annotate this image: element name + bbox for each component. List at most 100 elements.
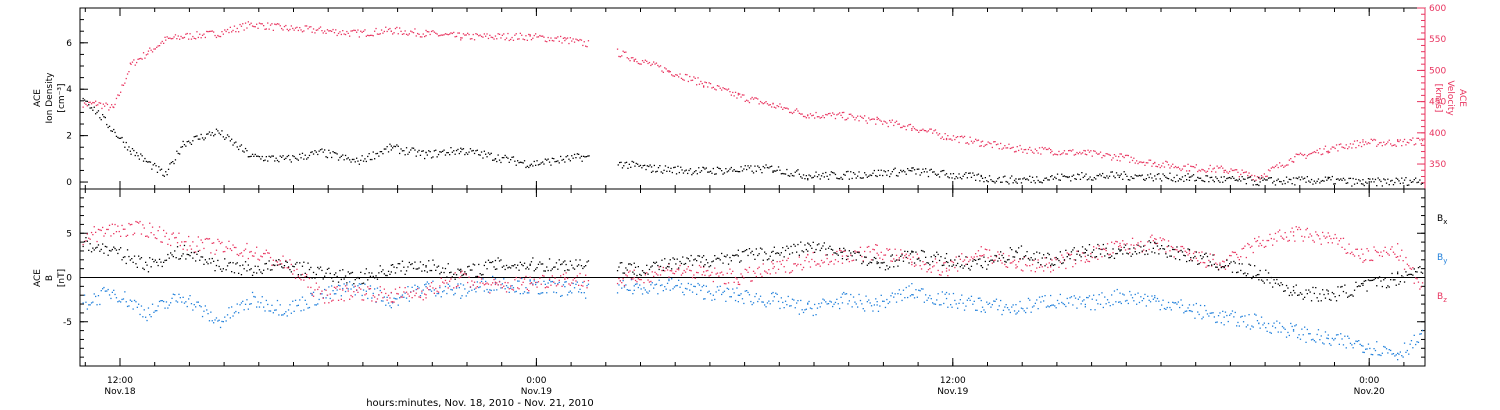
by-series-point	[1342, 344, 1345, 346]
density-series-point	[1077, 173, 1079, 175]
density-series-point	[719, 168, 721, 170]
density-series-point	[528, 166, 530, 169]
bx-series-point	[465, 273, 467, 275]
velocity-series-point	[387, 28, 390, 31]
by-series-point	[933, 303, 935, 305]
velocity-series-point	[1260, 175, 1263, 177]
bz-series-point	[686, 268, 688, 270]
by-series-point	[866, 301, 868, 303]
bx-series-point	[1181, 251, 1184, 253]
velocity-series-point	[112, 106, 114, 108]
bx-series-point	[690, 254, 692, 257]
velocity-series-point	[372, 35, 374, 37]
density-series-point	[317, 153, 319, 156]
density-series-point	[1360, 183, 1363, 185]
velocity-series-point	[461, 37, 463, 39]
bx-series-point	[225, 269, 227, 271]
bz-series-point	[287, 267, 290, 269]
velocity-series-point	[912, 126, 914, 128]
bx-series-point	[1041, 257, 1043, 259]
bx-series-point	[490, 261, 492, 264]
by-series-point	[331, 285, 333, 287]
bx-series-point	[429, 269, 431, 272]
density-series-point	[1363, 184, 1365, 187]
velocity-series-point	[1409, 139, 1411, 141]
density-series-point	[997, 178, 999, 180]
velocity-series-point	[1206, 170, 1209, 172]
top-left-tick-label: 2	[66, 132, 72, 142]
by-series-point	[1063, 303, 1066, 306]
bz-series-point	[1256, 240, 1259, 242]
density-series-point	[963, 173, 966, 175]
density-series-point	[811, 177, 813, 179]
bx-series-point	[945, 253, 948, 255]
density-series-point	[508, 161, 510, 163]
density-series-point	[923, 171, 925, 173]
bz-series-point	[815, 264, 817, 266]
density-series-point	[1107, 177, 1109, 179]
by-series-point	[936, 299, 938, 301]
by-series-point	[1112, 303, 1114, 306]
bx-series-point	[766, 259, 769, 261]
by-series-point	[110, 297, 112, 300]
bx-series-point	[879, 266, 881, 269]
density-series-point	[1141, 174, 1143, 176]
density-series-point	[543, 163, 545, 165]
bx-series-point	[356, 277, 358, 279]
bx-series-point	[467, 266, 469, 268]
by-series-point	[1405, 351, 1407, 353]
bz-series-point	[1259, 242, 1261, 245]
velocity-series-point	[850, 113, 852, 115]
density-series-point	[432, 156, 434, 158]
bz-series-point	[390, 301, 392, 303]
velocity-series-point	[1212, 168, 1214, 170]
bz-series-point	[232, 244, 234, 246]
bx-series-point	[551, 268, 553, 270]
bz-series-point	[1033, 259, 1035, 262]
bx-series-point	[478, 263, 480, 266]
bx-series-point	[257, 265, 259, 268]
bz-series-point	[1025, 264, 1027, 266]
bx-series-point	[1002, 257, 1005, 259]
density-series-point	[945, 173, 948, 175]
bx-series-point	[857, 251, 859, 253]
bx-series-point	[1294, 292, 1296, 294]
density-series-point	[1405, 177, 1407, 179]
density-series-point	[983, 181, 985, 183]
bz-series-point	[217, 238, 219, 241]
bz-series-point	[851, 260, 853, 262]
velocity-series-point	[322, 32, 324, 34]
velocity-series-point	[568, 42, 570, 45]
by-series-point	[1197, 311, 1199, 313]
bx-series-point	[244, 261, 247, 263]
by-series-point	[859, 299, 862, 302]
density-series-point	[399, 152, 401, 155]
bz-series-point	[315, 282, 317, 284]
bz-series-point	[919, 265, 921, 267]
density-series-point	[437, 153, 440, 156]
velocity-series-point	[1352, 143, 1354, 145]
density-series-point	[369, 158, 372, 161]
bz-series-point	[562, 273, 565, 276]
velocity-series-point	[672, 75, 674, 77]
bz-series-point	[1208, 259, 1210, 262]
by-series-point	[475, 291, 477, 293]
density-series-point	[303, 158, 305, 160]
bx-series-point	[358, 277, 360, 280]
by-series-point	[1151, 295, 1153, 297]
velocity-series-point	[1338, 143, 1340, 146]
bz-series-point	[221, 241, 223, 244]
by-series-point	[436, 292, 438, 295]
bz-series-point	[136, 221, 138, 223]
by-series-point	[93, 293, 95, 295]
by-series-point	[199, 305, 201, 307]
velocity-series-point	[150, 49, 152, 51]
by-series-point	[740, 293, 742, 295]
density-series-point	[321, 148, 323, 150]
by-series-point	[711, 299, 713, 301]
density-series-point	[476, 149, 478, 151]
bz-series-point	[1399, 255, 1401, 257]
by-series-point	[1362, 351, 1364, 353]
by-series-point	[247, 308, 249, 310]
bx-series-point	[135, 263, 137, 265]
